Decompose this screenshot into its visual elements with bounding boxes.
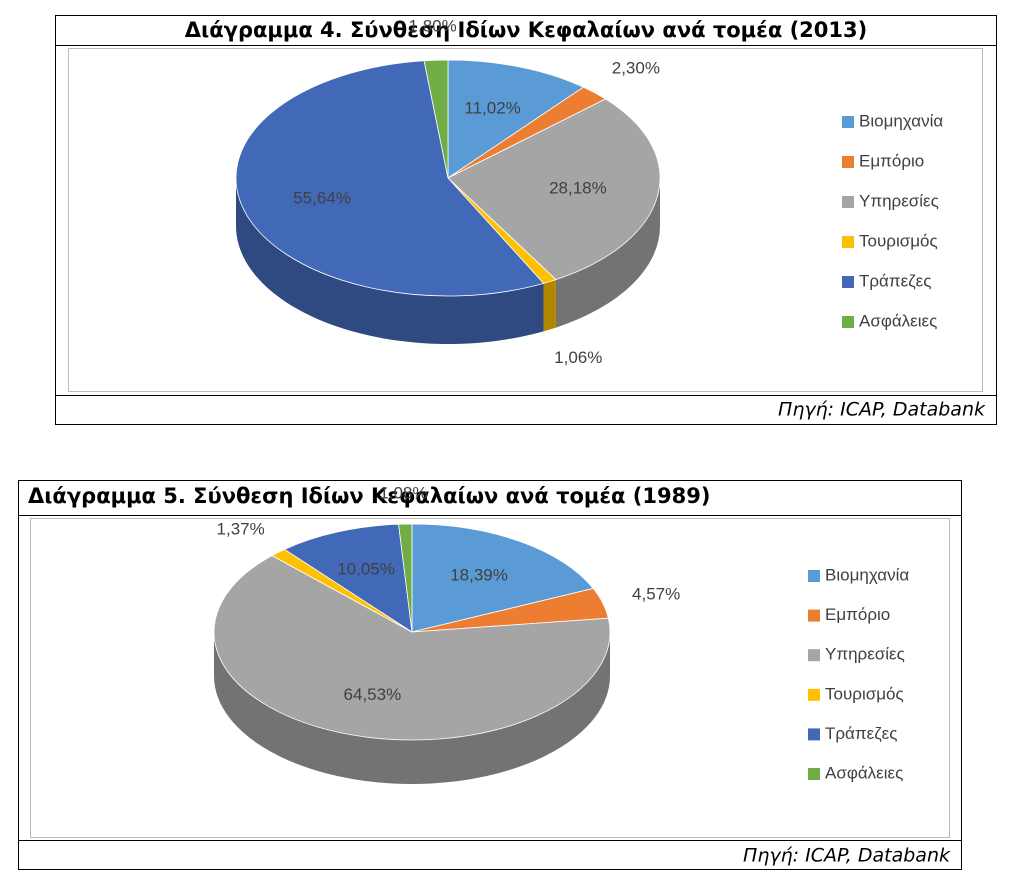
legend-swatch <box>808 688 820 701</box>
pie-slice <box>411 523 594 633</box>
legend-label: Τουρισμός <box>825 684 904 703</box>
slice-side <box>543 279 556 332</box>
pie-slice <box>213 555 611 741</box>
legend-swatch <box>842 116 854 128</box>
legend-swatch <box>842 276 854 288</box>
legend-label: Ασφάλειες <box>825 763 903 782</box>
legend-swatch <box>842 156 854 168</box>
legend-label: Τουρισμός <box>859 231 938 250</box>
legend-swatch <box>842 316 854 328</box>
data-label: 1,06% <box>554 348 602 367</box>
data-label: 10,05% <box>337 559 395 578</box>
data-label: 1,37% <box>217 520 265 539</box>
chart-frame-2 <box>18 480 962 870</box>
legend-swatch <box>808 609 820 622</box>
legend-swatch <box>808 728 820 741</box>
data-label: 1,08% <box>379 483 427 502</box>
data-label: 4,57% <box>632 584 680 603</box>
pie-slice <box>447 98 661 281</box>
data-label: 11,02% <box>464 99 520 118</box>
pie-slice <box>423 59 449 179</box>
legend-label: Βιομηχανία <box>859 111 943 130</box>
legend-label: Τράπεζες <box>825 724 897 743</box>
pie-slice <box>447 59 585 179</box>
source-note: Πηγή: ICAP, Databank <box>743 845 951 867</box>
legend-label: Υπηρεσίες <box>825 645 905 664</box>
legend-label: Ασφάλειες <box>859 311 937 330</box>
legend-swatch <box>842 196 854 208</box>
legend-label: Εμπόριο <box>859 151 924 170</box>
data-label: 55,64% <box>293 188 351 207</box>
data-label: 1,80% <box>409 17 457 36</box>
legend-label: Τράπεζες <box>859 271 931 290</box>
data-label: 2,30% <box>612 58 660 77</box>
legend-swatch <box>808 768 820 780</box>
legend-label: Βιομηχανία <box>825 565 909 584</box>
data-label: 64,53% <box>344 685 402 704</box>
slice-side <box>214 632 610 784</box>
chart-title: Διάγραμμα 5. Σύνθεση Ιδίων Κεφαλαίων ανά… <box>28 484 710 508</box>
legend-swatch <box>808 649 820 662</box>
source-note: Πηγή: ICAP, Databank <box>778 399 986 421</box>
data-label: 28,18% <box>549 179 607 198</box>
pie-slice <box>283 523 413 633</box>
chart-title: Διάγραμμα 4. Σύνθεση Ιδίων Κεφαλαίων ανά… <box>185 18 867 42</box>
slice-side <box>236 178 544 345</box>
legend-swatch <box>842 236 854 248</box>
legend-label: Εμπόριο <box>825 605 890 624</box>
data-label: 18,39% <box>450 565 508 584</box>
chart-frame-1 <box>55 15 997 425</box>
legend-label: Υπηρεσίες <box>859 191 939 210</box>
pie-slice <box>398 523 413 633</box>
slice-side <box>555 178 660 328</box>
pie-slice <box>235 60 545 297</box>
legend-swatch <box>808 570 820 582</box>
